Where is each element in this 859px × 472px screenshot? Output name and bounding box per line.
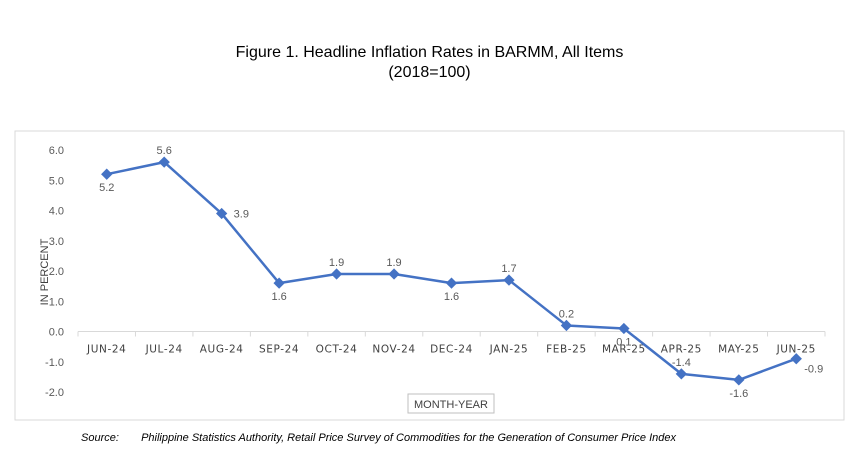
x-tick-label: OCT-24 <box>316 344 358 356</box>
source-label: Source: <box>81 432 119 444</box>
x-tick-label: JAN-25 <box>489 344 529 356</box>
data-point-marker <box>790 353 802 365</box>
x-tick-label: DEC-24 <box>430 344 473 356</box>
x-tick-label: MAY-25 <box>718 344 759 356</box>
data-label: 3.9 <box>234 209 249 221</box>
data-label: 5.6 <box>157 145 172 157</box>
x-tick-label: APR-25 <box>661 344 702 356</box>
data-label: 1.9 <box>329 257 344 269</box>
y-tick-label: 2.0 <box>49 266 64 278</box>
source-note: Source: Philippine Statistics Authority,… <box>81 432 676 444</box>
y-tick-label: 5.0 <box>49 175 64 187</box>
y-tick-label: 1.0 <box>49 296 64 308</box>
source-text: Philippine Statistics Authority, Retail … <box>141 432 677 444</box>
x-axis-title-box <box>407 393 495 414</box>
data-point-marker <box>445 277 458 289</box>
data-label: 0.1 <box>616 336 631 348</box>
y-axis: 6.0 5.0 4.0 3.0 2.0 1.0 0.0 -1.0 -2.0 <box>45 145 64 399</box>
data-point-marker <box>273 277 285 289</box>
x-tick-label: SEP-24 <box>259 344 299 356</box>
chart-subtitle: (2018=100) <box>388 64 471 81</box>
data-label: 5.2 <box>99 182 114 194</box>
x-tick-label: JUL-24 <box>145 344 183 356</box>
x-tick-label: JUN-25 <box>776 344 816 356</box>
y-axis-title: IN PERCENT <box>39 238 51 305</box>
data-label: 1.7 <box>501 263 516 275</box>
data-point-marker <box>560 319 573 332</box>
x-tick-label: JUN-24 <box>86 344 126 356</box>
series-markers <box>101 156 802 386</box>
x-tick-label: FEB-25 <box>546 344 587 356</box>
data-point-marker <box>618 322 630 335</box>
data-point-marker <box>158 156 170 168</box>
y-tick-label: 4.0 <box>49 206 64 218</box>
x-tick-label: AUG-24 <box>200 344 244 356</box>
data-point-marker <box>675 368 688 380</box>
data-label: -1.4 <box>672 357 691 369</box>
data-label: 1.6 <box>444 291 459 303</box>
data-labels: 5.2 5.6 3.9 1.6 1.9 1.9 1.6 1.7 0.2 0.1 -1.4 -1.6 -0… <box>99 145 823 400</box>
data-point-marker <box>733 374 745 386</box>
x-axis-title: MONTH-YEAR <box>414 399 488 411</box>
data-point-marker <box>215 207 228 220</box>
y-tick-label: 6.0 <box>49 145 64 157</box>
data-point-marker <box>388 268 400 280</box>
y-tick-label: 3.0 <box>49 236 64 248</box>
x-tick-label: MAR-25 <box>602 344 646 356</box>
data-label: 0.2 <box>559 308 574 320</box>
data-point-marker <box>503 274 515 286</box>
x-axis: JUN-24 JUL-24 AUG-24 SEP-24 OCT-24 NOV-24 DEC-… <box>77 331 826 356</box>
chart-title: Figure 1. Headline Inflation Rates in BA… <box>235 44 624 61</box>
data-label: -1.6 <box>729 388 748 400</box>
chart-frame <box>14 130 845 421</box>
y-tick-label: 0.0 <box>49 327 64 339</box>
y-tick-label: -2.0 <box>45 387 64 399</box>
x-tick-label: NOV-24 <box>372 344 415 356</box>
y-tick-label: -1.0 <box>45 357 64 369</box>
data-label: 1.9 <box>386 257 401 269</box>
data-label: 1.6 <box>271 291 286 303</box>
data-point-marker <box>330 268 343 280</box>
data-label: -0.9 <box>804 364 823 376</box>
